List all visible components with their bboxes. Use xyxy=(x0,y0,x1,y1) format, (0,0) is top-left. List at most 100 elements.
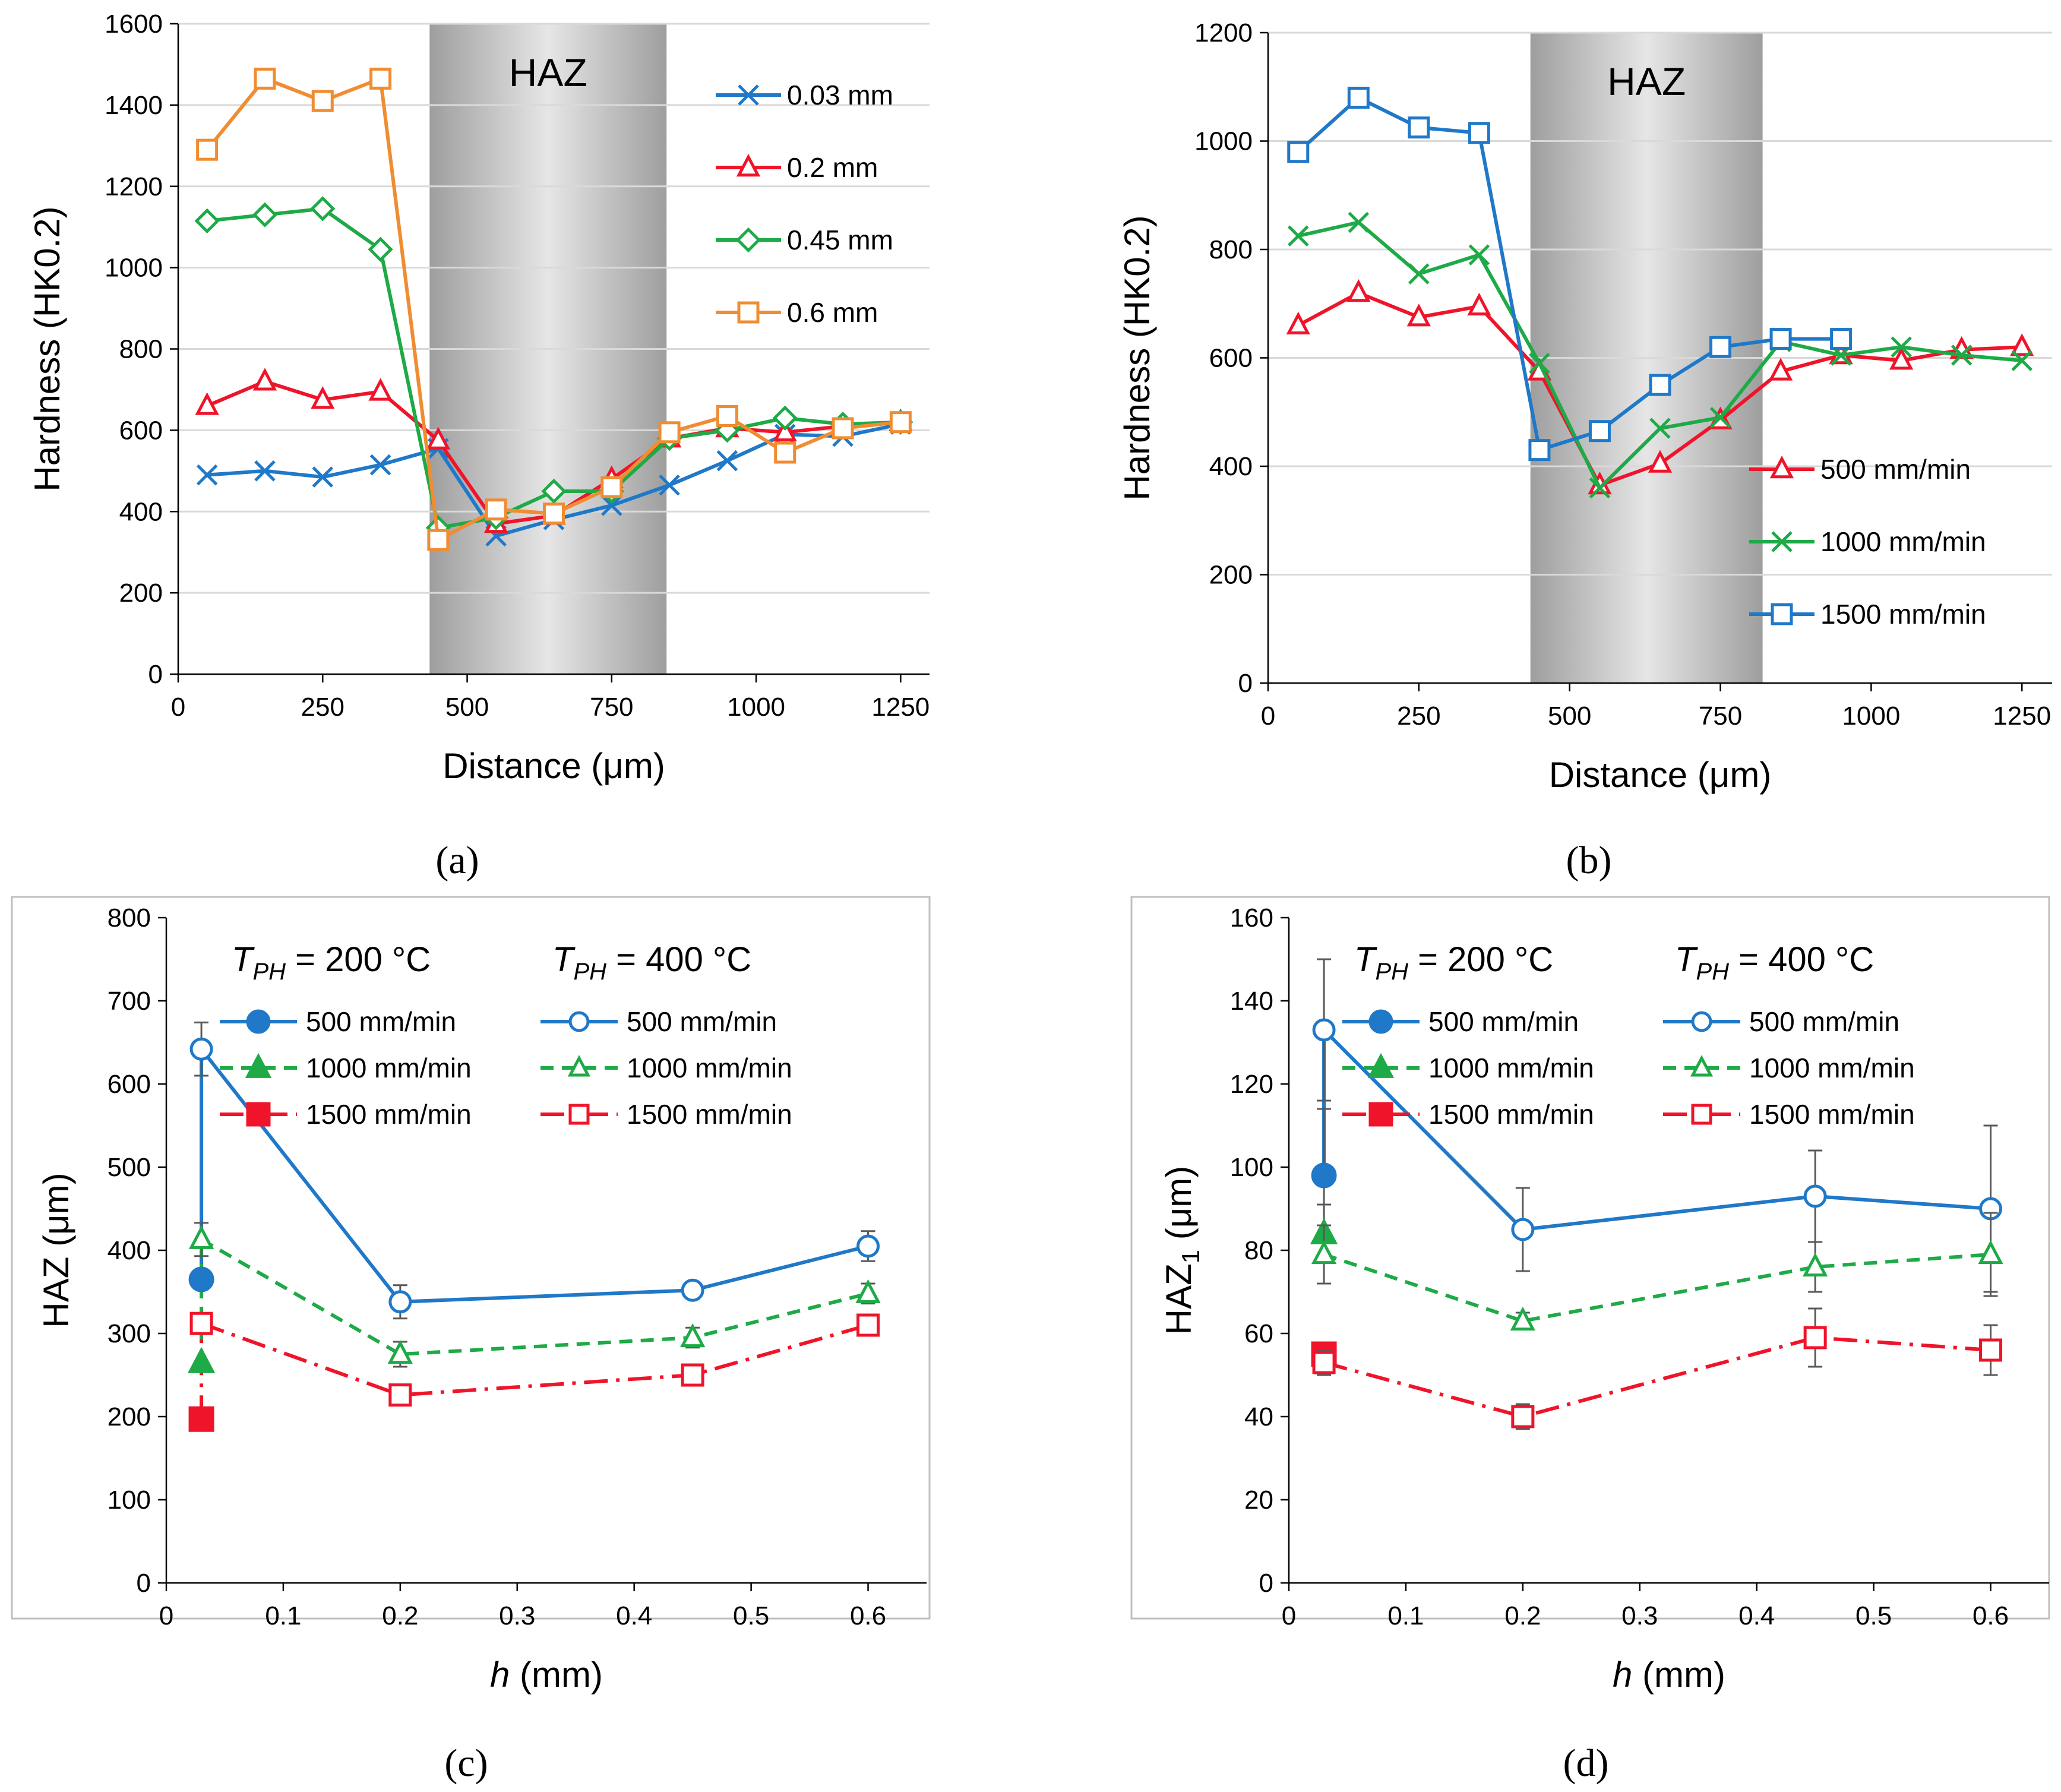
x-axis-title-unit: (mm) xyxy=(510,1655,603,1695)
y-tick-label: 0 xyxy=(1259,1569,1273,1598)
chart-frame xyxy=(1130,896,2050,1620)
data-point xyxy=(1408,263,1430,285)
legend-label: 500 mm/min xyxy=(306,1006,456,1037)
data-point xyxy=(254,67,276,90)
data-point xyxy=(189,1037,213,1061)
data-point xyxy=(856,1313,880,1337)
data-point xyxy=(1709,336,1732,358)
data-point xyxy=(196,464,218,486)
x-tick-label: 250 xyxy=(301,693,344,722)
legend-label: 1500 mm/min xyxy=(306,1099,472,1130)
legend-marker xyxy=(737,301,760,324)
y-tick-label: 800 xyxy=(1209,235,1253,264)
tph-symbol: T xyxy=(1354,940,1377,979)
series-line xyxy=(200,1048,869,1304)
tph-symbol: T xyxy=(232,940,255,979)
data-point xyxy=(774,441,796,464)
x-tick-label: 0.5 xyxy=(1855,1601,1892,1630)
legend-marker xyxy=(567,1055,591,1077)
chart-a: 0 200 400 600 800 1000 1200 1400 1600 0 250 500 750 1… xyxy=(27,10,930,882)
data-point xyxy=(1803,1326,1827,1349)
series-400-500-mm-min xyxy=(1312,958,2003,1293)
chart-frame xyxy=(11,896,931,1620)
legend-label: 500 mm/min xyxy=(1820,454,1971,485)
legend-group-title: TPH = 400 °C xyxy=(1675,940,1874,985)
data-point xyxy=(1286,311,1310,335)
data-point xyxy=(855,1279,881,1303)
legend-group-title: TPH = 400 °C xyxy=(552,940,751,985)
y-tick-label: 500 xyxy=(108,1153,151,1182)
data-point xyxy=(368,236,393,262)
data-point xyxy=(369,454,391,476)
y-tick-label: 400 xyxy=(119,497,163,526)
x-axis-title: h (mm) xyxy=(1613,1655,1725,1695)
tph-value: = 200 °C xyxy=(1408,940,1553,979)
data-point xyxy=(1769,328,1792,350)
legend-group-title: TPH = 200 °C xyxy=(232,940,431,985)
y-tick-label: 0 xyxy=(1238,669,1253,698)
legend-label: 0.03 mm xyxy=(787,80,893,110)
legend-label: 1500 mm/min xyxy=(1749,1099,1915,1130)
data-point xyxy=(310,196,336,222)
x-tick-label: 750 xyxy=(1699,701,1742,731)
series-line xyxy=(201,1322,869,1397)
y-tick-label: 1000 xyxy=(1194,127,1253,156)
legend-marker xyxy=(1368,1102,1393,1127)
haz-label: HAZ xyxy=(1607,59,1686,103)
y-tick-label: 400 xyxy=(1209,452,1253,481)
legend-item: 1000 mm/min xyxy=(1342,1053,1594,1083)
data-point xyxy=(1468,122,1490,144)
data-point xyxy=(832,417,854,440)
data-point xyxy=(1347,87,1370,109)
x-tick-label: 250 xyxy=(1397,701,1440,731)
y-axis-title-main: HAZ xyxy=(1159,1263,1199,1335)
x-tick-label: 1000 xyxy=(1842,701,1900,731)
data-point xyxy=(427,529,450,551)
y-tick-label: 400 xyxy=(108,1236,151,1265)
data-point xyxy=(601,495,622,516)
panel-label: (b) xyxy=(1566,839,1612,882)
panel-label: (a) xyxy=(435,839,479,882)
legend-item: 1000 mm/min xyxy=(540,1053,792,1083)
y-tick-label: 1400 xyxy=(105,91,163,120)
data-point xyxy=(1311,1240,1337,1265)
data-point xyxy=(388,1383,412,1407)
legend-marker xyxy=(568,1011,590,1032)
y-tick-label: 800 xyxy=(119,335,163,364)
legend-label: 1000 mm/min xyxy=(627,1053,792,1083)
data-point xyxy=(1830,328,1853,350)
data-point xyxy=(189,1311,213,1335)
y-tick-label: 600 xyxy=(108,1070,151,1099)
data-point xyxy=(1348,211,1370,233)
y-axis-title: Hardness (HK0.2) xyxy=(1117,215,1157,500)
data-point xyxy=(1288,225,1309,246)
data-point xyxy=(1311,1162,1337,1189)
data-point xyxy=(252,202,278,227)
x-tick-label: 0 xyxy=(159,1601,173,1630)
x-tick-label: 0.5 xyxy=(733,1601,769,1630)
data-point xyxy=(1889,347,1914,370)
series-200-1500-mm-min xyxy=(188,1406,214,1432)
series-line xyxy=(1323,1335,1991,1419)
legend-item: 500 mm/min xyxy=(540,1006,777,1037)
legend: 0.03 mm 0.2 mm 0.45 mm 0.6 mm xyxy=(716,80,893,328)
data-point xyxy=(1468,244,1490,266)
y-axis-title: HAZ1 (μm) xyxy=(1159,1166,1205,1335)
x-tick-label: 0.2 xyxy=(1504,1601,1541,1630)
data-point xyxy=(1589,477,1611,499)
series-400-500-mm-min xyxy=(189,1021,880,1320)
data-point xyxy=(485,498,507,521)
data-point xyxy=(772,405,798,431)
legend-item: 1000 mm/min xyxy=(1749,526,1986,557)
x-tick-label: 750 xyxy=(590,693,633,722)
data-point xyxy=(188,1406,214,1432)
legend-item: 1500 mm/min xyxy=(220,1099,472,1130)
x-axis-title: h (mm) xyxy=(490,1655,603,1695)
legend-label: 1500 mm/min xyxy=(1820,599,1986,630)
y-tick-label: 1600 xyxy=(105,10,163,39)
data-point xyxy=(388,1290,412,1314)
legend-marker xyxy=(1691,1104,1712,1125)
data-point xyxy=(1408,116,1430,139)
data-point xyxy=(1978,1240,2003,1265)
x-tick-label: 1250 xyxy=(871,693,930,722)
